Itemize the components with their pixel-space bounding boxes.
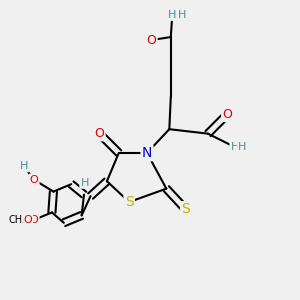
Text: CH₃: CH₃ (9, 215, 27, 225)
Text: O: O (222, 108, 232, 121)
Text: H: H (178, 10, 187, 20)
Text: O: O (94, 127, 104, 140)
Text: O: O (24, 215, 32, 225)
Text: O: O (30, 215, 38, 225)
Text: H: H (20, 161, 28, 171)
Text: H: H (20, 161, 28, 171)
Text: H: H (80, 178, 89, 188)
Text: S: S (125, 195, 134, 209)
Text: O: O (30, 175, 38, 185)
Text: N: N (142, 146, 152, 160)
Text: O: O (146, 34, 156, 46)
Text: H: H (168, 10, 176, 20)
Text: H: H (230, 142, 239, 152)
Text: S: S (181, 202, 190, 216)
Text: H: H (238, 142, 246, 152)
